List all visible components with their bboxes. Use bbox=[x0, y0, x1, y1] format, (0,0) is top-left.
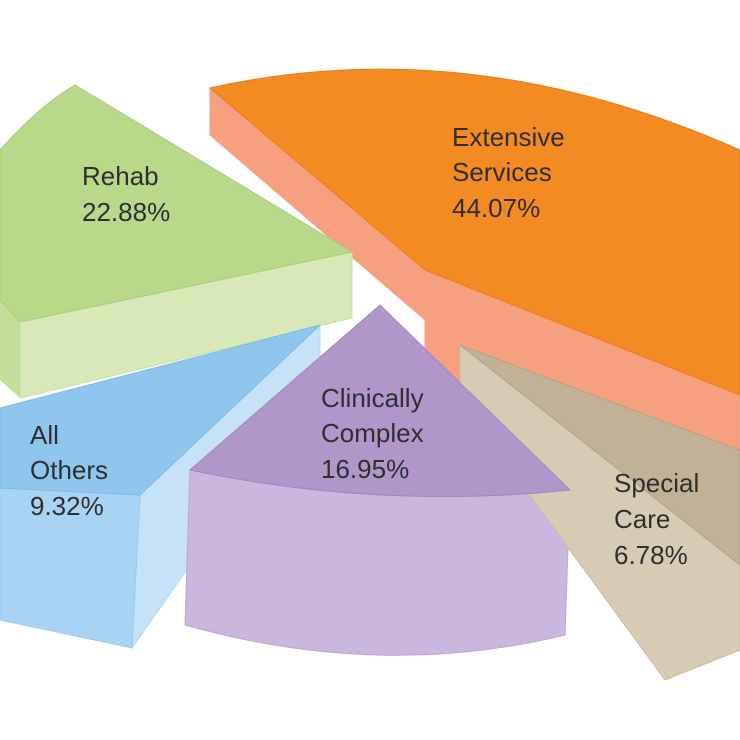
slice-rehab bbox=[0, 84, 354, 323]
label-special-care-line2: Care bbox=[614, 504, 670, 534]
label-extensive-services-value: 44.07% bbox=[452, 193, 540, 223]
label-all-others-line2: Others bbox=[30, 455, 108, 485]
label-extensive-services-line1: Extensive bbox=[452, 122, 565, 152]
slice-clinically-complex-side bbox=[184, 469, 571, 656]
label-rehab: Rehab 22.88% bbox=[82, 161, 170, 227]
slice-rehab-side-left bbox=[0, 300, 20, 398]
label-clinically-complex-line2: Complex bbox=[321, 418, 424, 448]
label-all-others-value: 9.32% bbox=[30, 491, 104, 521]
label-extensive-services: Extensive Services 44.07% bbox=[452, 122, 572, 223]
label-rehab-value: 22.88% bbox=[82, 197, 170, 227]
label-clinically-complex-value: 16.95% bbox=[321, 454, 409, 484]
label-all-others: All Others 9.32% bbox=[30, 420, 115, 521]
label-special-care-value: 6.78% bbox=[614, 540, 688, 570]
label-extensive-services-line2: Services bbox=[452, 157, 552, 187]
slice-extensive-services bbox=[208, 68, 740, 396]
slice-clinically-complex bbox=[188, 304, 572, 498]
label-clinically-complex: Clinically Complex 16.95% bbox=[321, 383, 431, 484]
slice-special-care bbox=[459, 344, 740, 566]
label-special-care: Special Care 6.78% bbox=[614, 468, 707, 570]
label-all-others-line1: All bbox=[30, 420, 59, 450]
label-special-care-line1: Special bbox=[614, 468, 699, 498]
slice-all-others bbox=[0, 324, 321, 496]
label-rehab-line1: Rehab bbox=[82, 161, 159, 191]
label-clinically-complex-line1: Clinically bbox=[321, 383, 424, 413]
